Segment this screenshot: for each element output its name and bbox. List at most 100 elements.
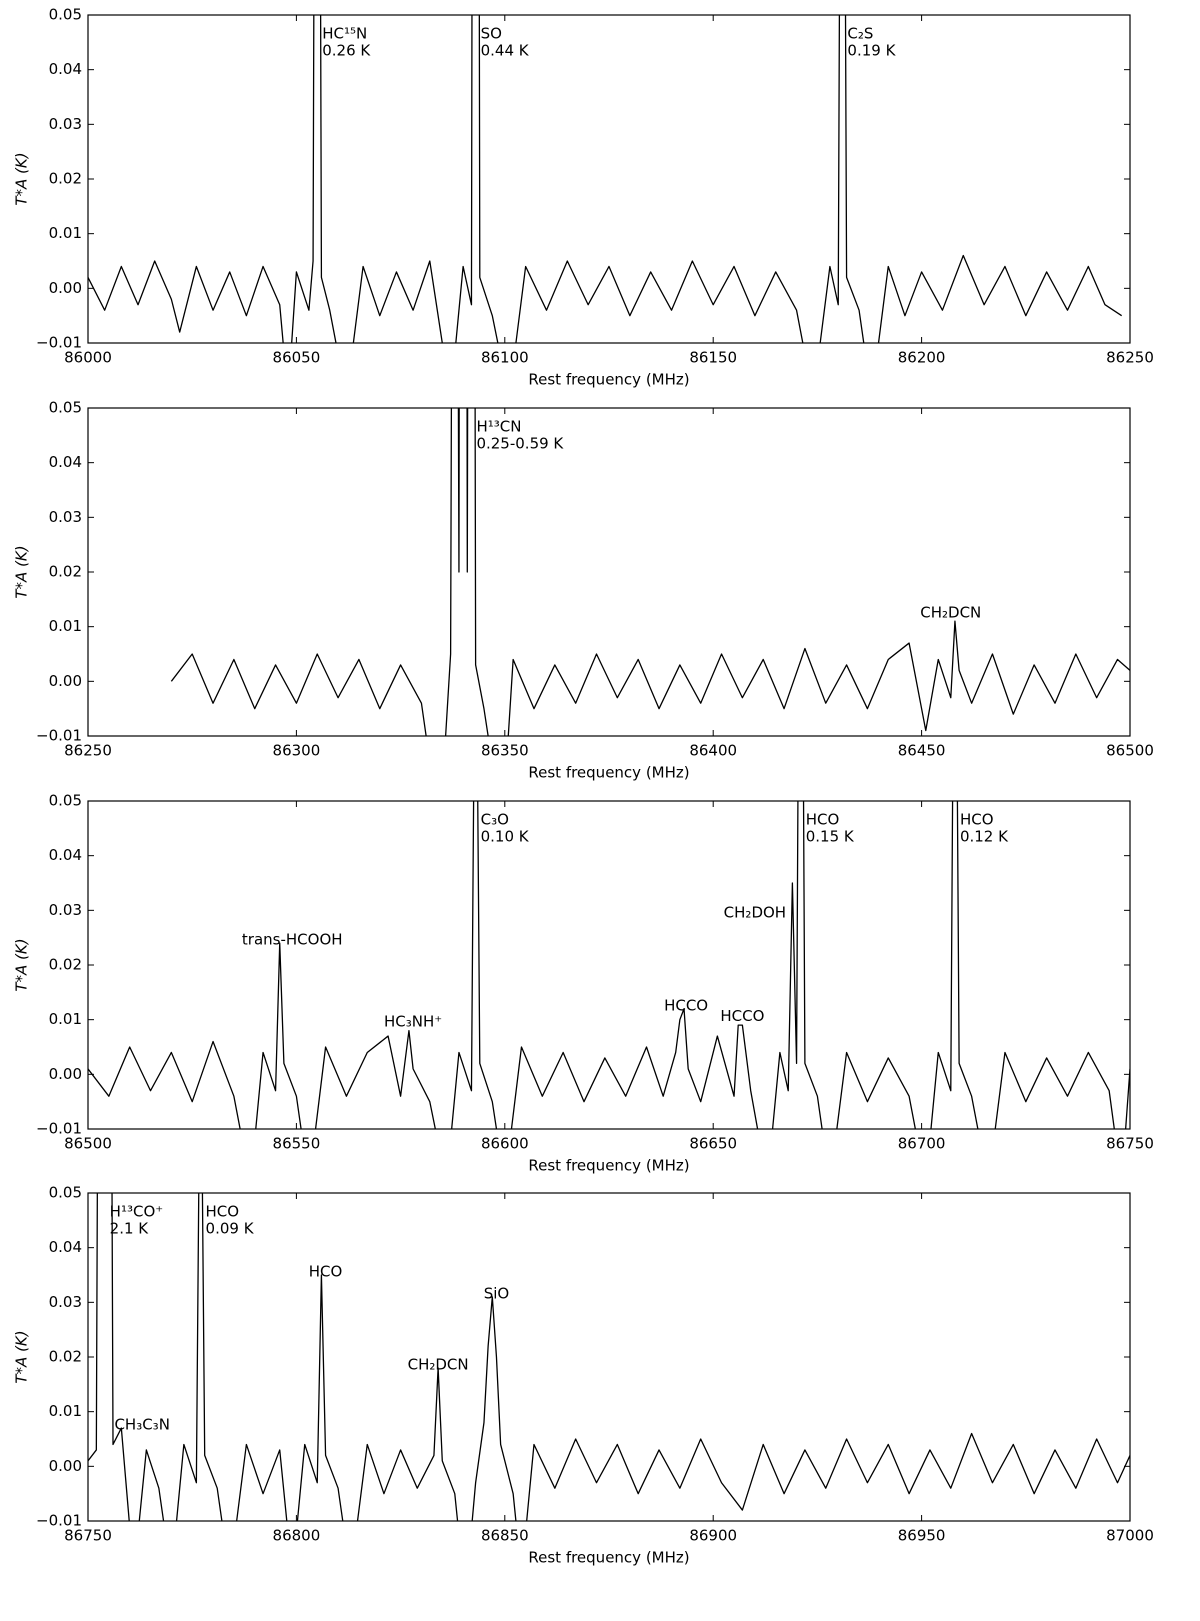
annotation: 0.09 K xyxy=(206,1219,255,1237)
x-tick-label: 86200 xyxy=(898,349,946,367)
y-tick-label: 0.00 xyxy=(49,1065,82,1083)
x-tick-label: 86750 xyxy=(64,1527,112,1545)
annotation: trans-HCOOH xyxy=(242,931,343,949)
x-tick-label: 86100 xyxy=(481,349,529,367)
y-tick-label: 0.00 xyxy=(49,672,82,690)
x-axis-label: Rest frequency (MHz) xyxy=(528,1157,689,1175)
y-tick-label: 0.04 xyxy=(49,60,82,78)
annotation: 2.1 K xyxy=(110,1219,150,1237)
y-tick-label: 0.02 xyxy=(49,170,82,188)
x-tick-label: 86300 xyxy=(273,742,321,760)
spectrum-line xyxy=(88,801,1130,1129)
annotation: HCO xyxy=(309,1263,343,1281)
x-tick-label: 86500 xyxy=(1106,742,1154,760)
annotation: HCCO xyxy=(664,996,708,1014)
annotation: H¹³CN xyxy=(476,417,521,435)
x-tick-label: 86450 xyxy=(898,742,946,760)
annotation: HC¹⁵N xyxy=(322,24,367,42)
x-tick-label: 86400 xyxy=(689,742,737,760)
x-tick-label: 86250 xyxy=(1106,349,1154,367)
y-axis-label: T*A (K) xyxy=(13,152,31,205)
y-tick-label: 0.01 xyxy=(49,1010,82,1028)
x-tick-label: 86950 xyxy=(898,1527,946,1545)
y-tick-label: 0.03 xyxy=(49,901,82,919)
spectrum-line xyxy=(170,408,1130,736)
annotation: 0.26 K xyxy=(322,41,371,59)
y-tick-label: 0.00 xyxy=(49,279,82,297)
annotation: HC₃NH⁺ xyxy=(384,1013,442,1031)
spectrum-line xyxy=(88,15,1123,343)
y-tick-label: 0.00 xyxy=(49,1457,82,1475)
panel: 86500 86550 86600 86650 86700 86750 −0.01 0.00 0… xyxy=(13,792,1154,1175)
x-tick-label: 86150 xyxy=(689,349,737,367)
spectrum-line xyxy=(88,1193,1130,1521)
annotation: 0.19 K xyxy=(847,41,896,59)
y-tick-label: 0.05 xyxy=(49,1184,82,1202)
plot-frame xyxy=(87,407,1131,737)
y-tick-label: −0.01 xyxy=(36,1120,82,1138)
y-tick-label: 0.03 xyxy=(49,115,82,133)
x-tick-label: 86000 xyxy=(64,349,112,367)
x-tick-label: 86550 xyxy=(273,1135,321,1153)
annotation: CH₂DOH xyxy=(724,903,786,921)
y-tick-label: 0.01 xyxy=(49,617,82,635)
annotation: HCCO xyxy=(720,1007,764,1025)
y-axis-label: T*A (K) xyxy=(13,938,31,991)
y-tick-label: 0.01 xyxy=(49,1402,82,1420)
annotation: CH₂DCN xyxy=(408,1356,469,1374)
y-tick-label: 0.04 xyxy=(49,1238,82,1256)
y-tick-label: 0.04 xyxy=(49,453,82,471)
y-axis-label: T*A (K) xyxy=(13,1330,31,1383)
annotation: HCO xyxy=(960,810,994,828)
y-tick-label: 0.04 xyxy=(49,846,82,864)
annotation: 0.44 K xyxy=(481,41,530,59)
x-tick-label: 86750 xyxy=(1106,1135,1154,1153)
x-tick-label: 86050 xyxy=(273,349,321,367)
panel: 86750 86800 86850 86900 86950 87000 −0.01 0.00 0… xyxy=(13,1184,1154,1567)
x-tick-label: 86250 xyxy=(64,742,112,760)
plot-frame xyxy=(87,14,1131,344)
y-tick-label: 0.02 xyxy=(49,563,82,581)
y-tick-label: −0.01 xyxy=(36,727,82,745)
y-tick-label: 0.05 xyxy=(49,399,82,417)
x-tick-label: 86650 xyxy=(689,1135,737,1153)
x-tick-label: 86500 xyxy=(64,1135,112,1153)
y-tick-label: 0.03 xyxy=(49,508,82,526)
annotation: C₂S xyxy=(847,24,873,42)
annotation: CH₃C₃N xyxy=(114,1416,169,1434)
x-axis-label: Rest frequency (MHz) xyxy=(528,371,689,389)
x-tick-label: 86700 xyxy=(898,1135,946,1153)
y-tick-label: 0.02 xyxy=(49,956,82,974)
annotation: H¹³CO⁺ xyxy=(110,1202,164,1220)
annotation: HCO xyxy=(806,810,840,828)
x-tick-label: 86850 xyxy=(481,1527,529,1545)
annotation: CH₂DCN xyxy=(920,603,981,621)
annotation: 0.15 K xyxy=(806,827,855,845)
x-axis-label: Rest frequency (MHz) xyxy=(528,764,689,782)
annotation: SO xyxy=(481,24,502,42)
x-tick-label: 87000 xyxy=(1106,1527,1154,1545)
annotation: C₃O xyxy=(481,810,509,828)
y-tick-label: 0.03 xyxy=(49,1293,82,1311)
annotation: 0.25-0.59 K xyxy=(476,434,564,452)
x-tick-label: 86900 xyxy=(689,1527,737,1545)
annotation: HCO xyxy=(206,1202,240,1220)
panel: 86250 86300 86350 86400 86450 86500 −0.01 0.00 0… xyxy=(13,399,1154,782)
y-tick-label: −0.01 xyxy=(36,1512,82,1530)
x-tick-label: 86350 xyxy=(481,742,529,760)
y-tick-label: 0.05 xyxy=(49,6,82,24)
plot-frame xyxy=(87,1192,1131,1522)
x-tick-label: 86800 xyxy=(273,1527,321,1545)
plot-frame xyxy=(87,800,1131,1130)
panel: 86000 86050 86100 86150 86200 86250 −0.01 0.00 0… xyxy=(13,6,1154,389)
annotation: 0.12 K xyxy=(960,827,1009,845)
x-axis-label: Rest frequency (MHz) xyxy=(528,1549,689,1567)
y-tick-label: 0.02 xyxy=(49,1348,82,1366)
x-tick-label: 86600 xyxy=(481,1135,529,1153)
annotation: SiO xyxy=(484,1284,510,1302)
y-tick-label: −0.01 xyxy=(36,334,82,352)
y-tick-label: 0.05 xyxy=(49,792,82,810)
y-tick-label: 0.01 xyxy=(49,224,82,242)
y-axis-label: T*A (K) xyxy=(13,545,31,598)
